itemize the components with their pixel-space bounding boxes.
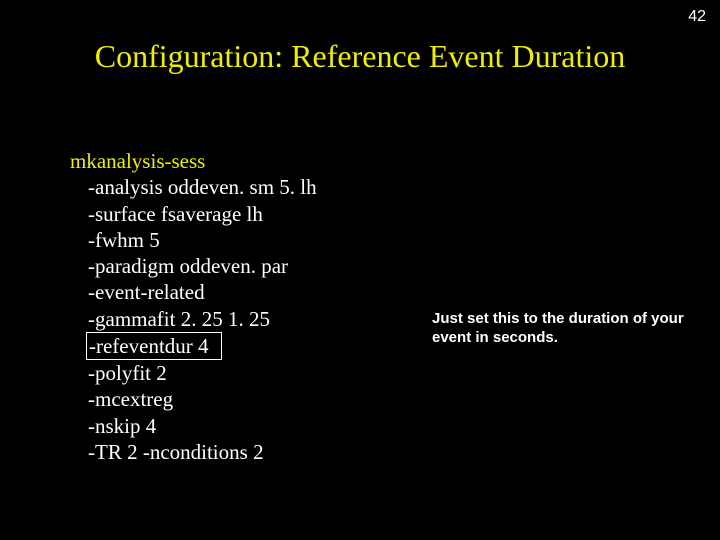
code-arg: -TR 2 -nconditions 2 <box>70 439 317 465</box>
code-arg: -event-related <box>70 279 317 305</box>
highlighted-arg: -refeventdur 4 <box>86 332 222 360</box>
code-arg: -analysis oddeven. sm 5. lh <box>70 174 317 200</box>
code-arg: -mcextreg <box>70 386 317 412</box>
code-block: mkanalysis-sess -analysis oddeven. sm 5.… <box>70 148 317 465</box>
code-arg: -gammafit 2. 25 1. 25 <box>70 306 317 332</box>
code-arg: -nskip 4 <box>70 413 317 439</box>
code-arg: -fwhm 5 <box>70 227 317 253</box>
highlighted-arg-row: -refeventdur 4 <box>70 332 317 360</box>
page-number: 42 <box>688 8 706 26</box>
slide: 42 Configuration: Reference Event Durati… <box>0 0 720 540</box>
code-arg: -polyfit 2 <box>70 360 317 386</box>
annotation-text: Just set this to the duration of your ev… <box>432 310 692 348</box>
code-arg: -surface fsaverage lh <box>70 201 317 227</box>
slide-title: Configuration: Reference Event Duration <box>0 38 720 75</box>
command-name: mkanalysis-sess <box>70 148 317 174</box>
code-arg: -paradigm oddeven. par <box>70 253 317 279</box>
